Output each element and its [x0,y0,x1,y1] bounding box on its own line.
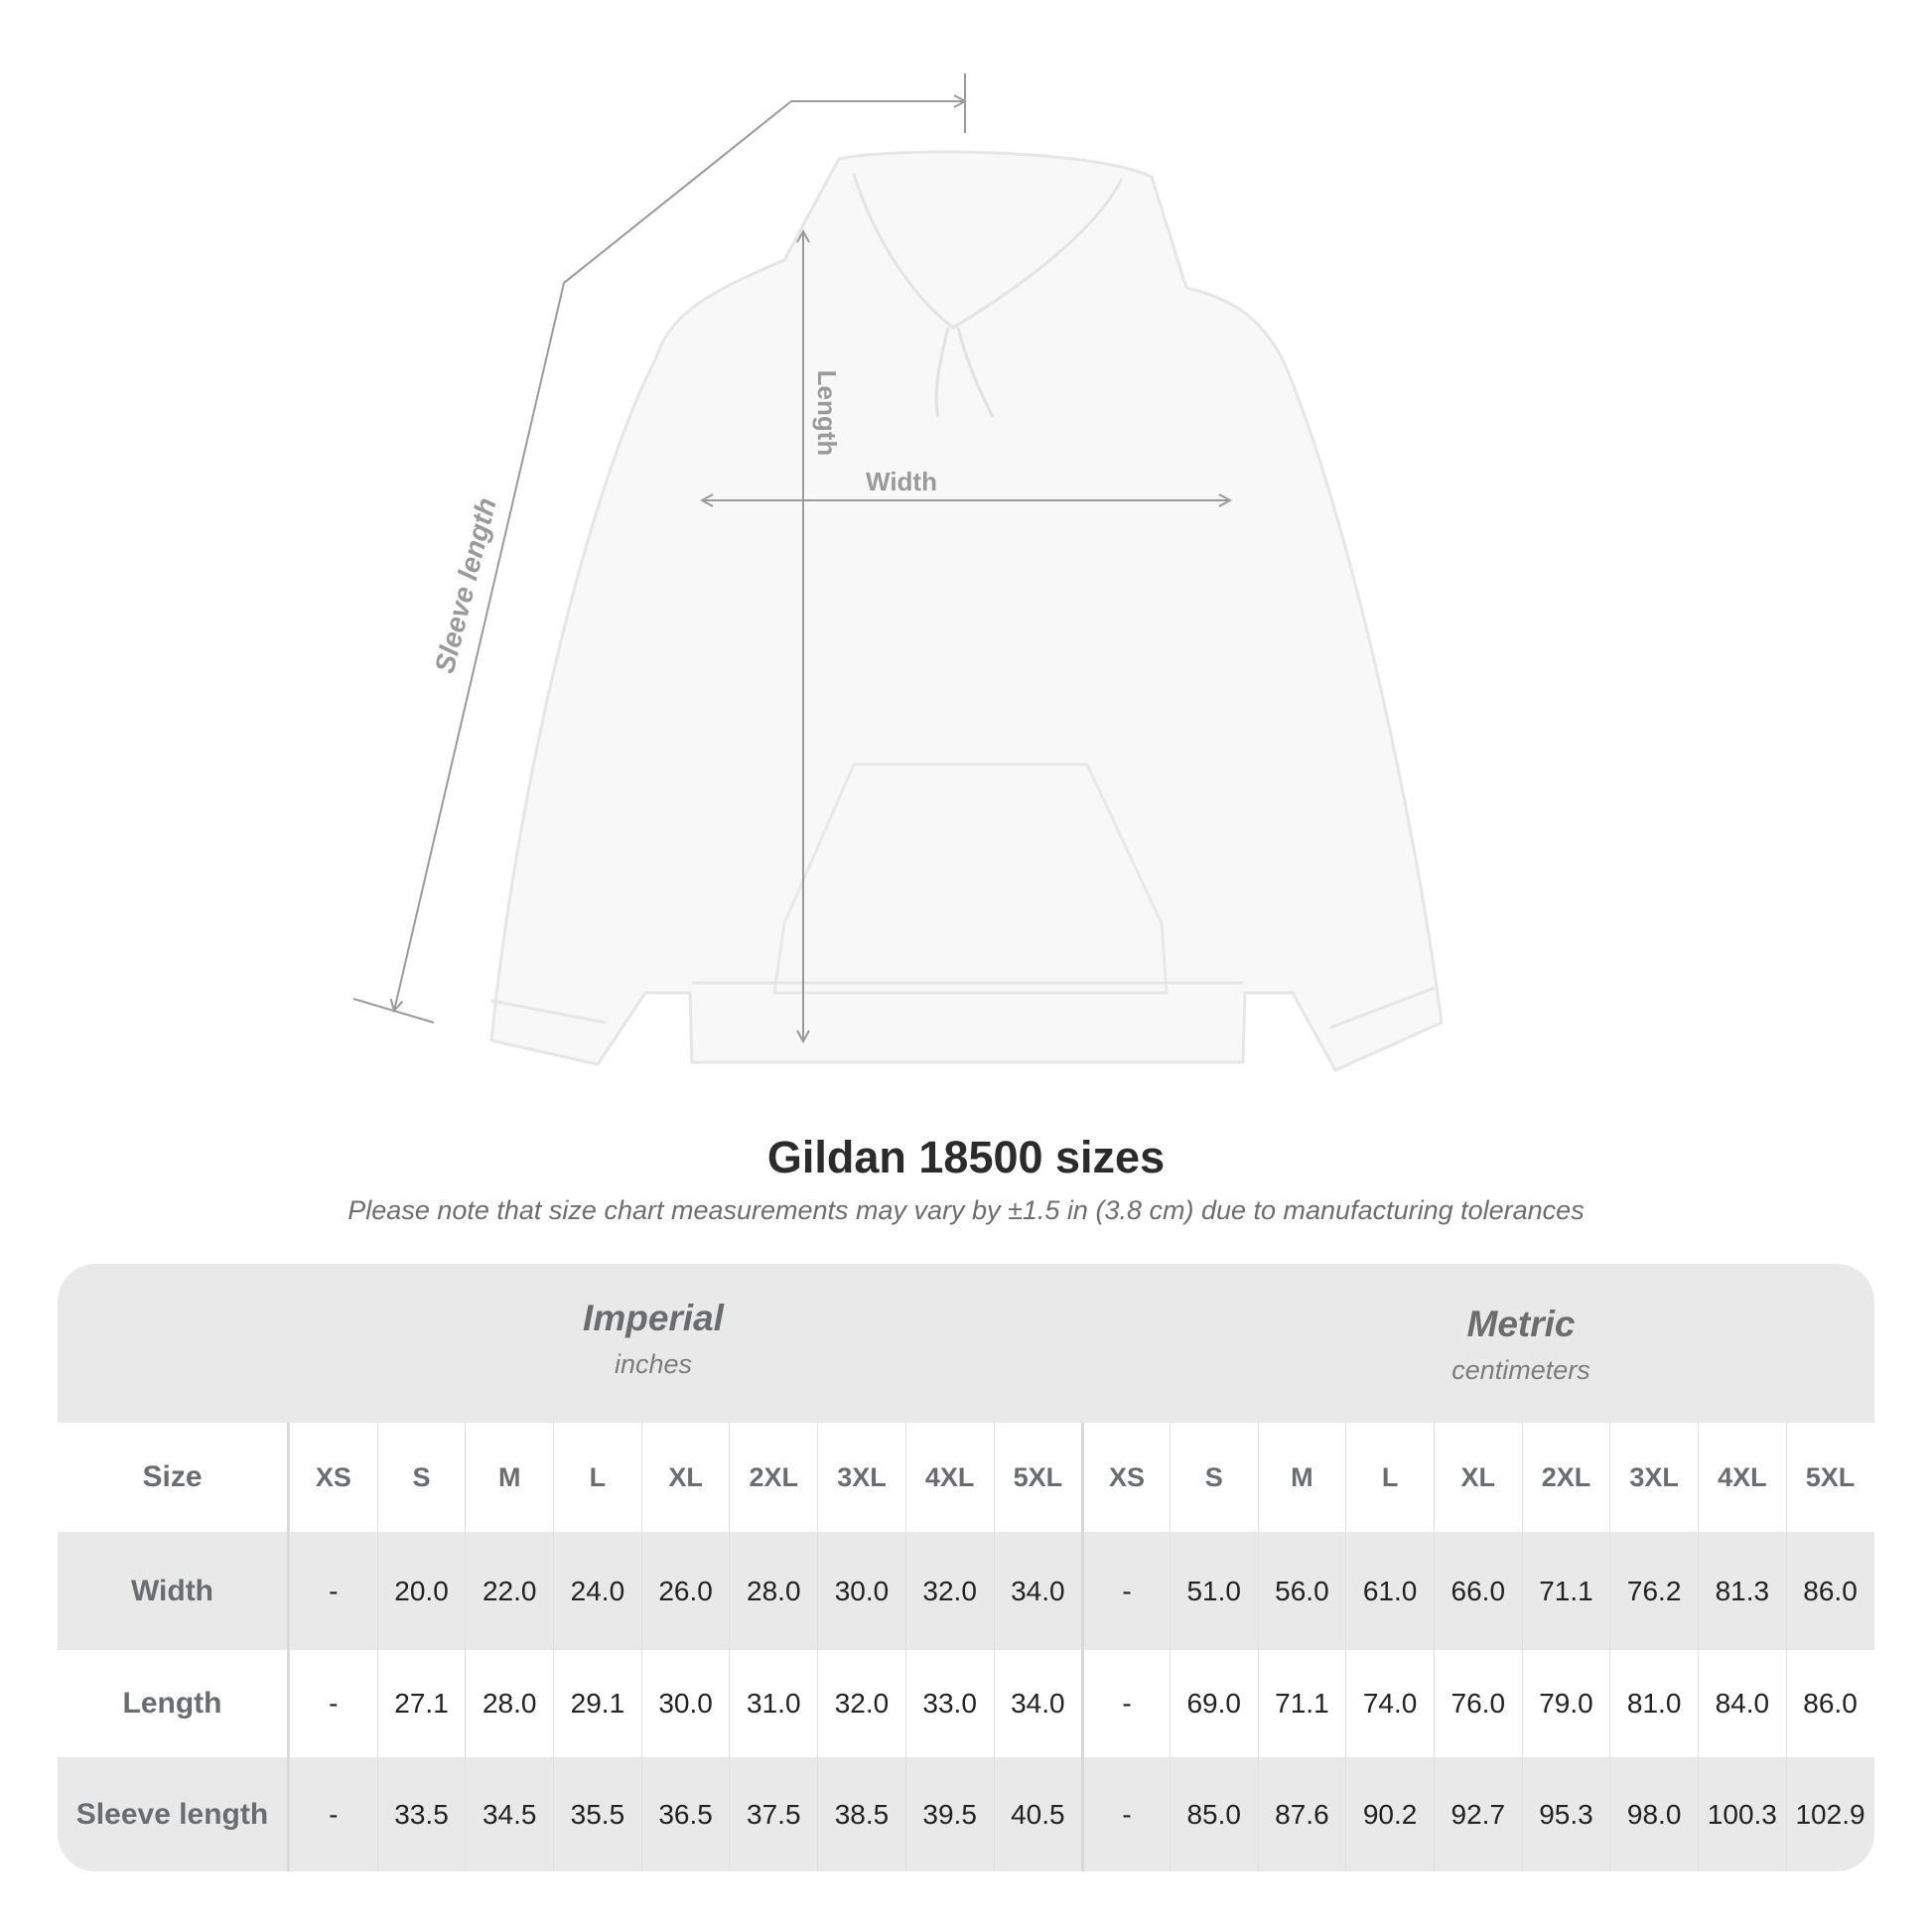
size-header-cell: S [1169,1423,1258,1532]
value-cell: - [289,1757,377,1871]
size-table: Imperial inches Metric centimeters Size X… [58,1264,1874,1871]
value-cell: 37.5 [729,1757,817,1871]
value-cell: 79.0 [1521,1650,1610,1757]
value-cell: 38.5 [817,1757,905,1871]
metric-unit: centimeters [1451,1355,1590,1385]
tolerance-note: Please note that size chart measurements… [347,1195,1585,1225]
value-cell: 92.7 [1433,1757,1522,1871]
value-cell: 86.0 [1785,1650,1874,1757]
value-cell: 81.3 [1698,1532,1786,1650]
hoodie-image [489,150,1444,1072]
imperial-unit: inches [614,1349,693,1379]
size-header-cell: L [1345,1423,1434,1532]
value-cell: 76.2 [1609,1532,1698,1650]
value-cell: 76.0 [1433,1650,1522,1757]
value-cell: 90.2 [1345,1757,1434,1871]
value-cell: - [289,1650,377,1757]
size-header-cell: 4XL [904,1423,994,1532]
value-cell: 39.5 [904,1757,994,1871]
value-cell: 32.0 [817,1650,905,1757]
table-row: Length -27.1 28.0 29.1 30.0 31.0 32.0 33.0 34.0-… [58,1650,1874,1757]
value-cell: 71.1 [1257,1650,1346,1757]
imperial-header: Imperial inches [306,1298,1001,1380]
size-header-cell: XS [1081,1423,1170,1532]
size-header-cell: L [553,1423,641,1532]
size-header-cell: 5XL [993,1423,1082,1532]
metric-header: Metric centimeters [1173,1304,1868,1386]
value-cell: 31.0 [729,1650,817,1757]
value-cell: 51.0 [1169,1532,1258,1650]
value-cell: 35.5 [553,1757,641,1871]
value-cell: 28.0 [729,1532,817,1650]
imperial-title: Imperial [583,1298,724,1338]
value-cell: 87.6 [1257,1757,1346,1871]
page-title: Gildan 18500 sizes [766,1132,1166,1182]
size-header-row: Size XS S M L XL 2XL 3XL 4XL 5XL XS S M L XL 2XL 3XL 4XL 5… [58,1423,1874,1532]
value-cell: 28.0 [465,1650,553,1757]
value-cell: - [1081,1532,1170,1650]
size-header-cell: XS [289,1423,377,1532]
table-row: Width -20.0 22.0 24.0 26.0 28.0 30.0 32.0 34.0-5… [58,1532,1874,1650]
value-cell: 29.1 [553,1650,641,1757]
value-cell: 34.0 [993,1650,1082,1757]
value-cell: 34.5 [465,1757,553,1871]
value-cell: 81.0 [1609,1650,1698,1757]
width-label: Width [866,467,937,496]
hoodie-measurement-diagram: Sleeve length Length Width [352,73,1444,1072]
value-cell: 32.0 [904,1532,994,1650]
value-cell: 61.0 [1345,1532,1434,1650]
value-cell: 74.0 [1345,1650,1434,1757]
size-header-cell: M [1257,1423,1346,1532]
unit-header: Imperial inches Metric centimeters [58,1264,1874,1423]
size-header-cell: XL [640,1423,730,1532]
value-cell: 24.0 [553,1532,641,1650]
value-cell: 98.0 [1609,1757,1698,1871]
length-label: Length [812,370,842,457]
size-header-cell: 2XL [729,1423,817,1532]
row-label: Size [58,1423,289,1532]
value-cell: 30.0 [817,1532,905,1650]
row-label: Length [58,1650,289,1757]
value-cell: 100.3 [1698,1757,1786,1871]
value-cell: 22.0 [465,1532,553,1650]
value-cell: 102.9 [1785,1757,1874,1871]
size-header-cell: 5XL [1785,1423,1874,1532]
value-cell: 71.1 [1521,1532,1610,1650]
sleeve-length-label: Sleeve length [429,494,502,676]
value-cell: 33.5 [376,1757,466,1871]
value-cell: - [289,1532,377,1650]
value-cell: 30.0 [640,1650,730,1757]
size-header-cell: 2XL [1521,1423,1610,1532]
value-cell: 20.0 [376,1532,466,1650]
value-cell: 56.0 [1257,1532,1346,1650]
metric-title: Metric [1466,1304,1576,1344]
value-cell: 95.3 [1521,1757,1610,1871]
value-cell: 34.0 [993,1532,1082,1650]
size-header-cell: M [465,1423,553,1532]
value-cell: 85.0 [1169,1757,1258,1871]
size-header-cell: S [376,1423,466,1532]
value-cell: - [1081,1650,1170,1757]
value-cell: 84.0 [1698,1650,1786,1757]
value-cell: 27.1 [376,1650,466,1757]
size-header-cell: 3XL [1609,1423,1698,1532]
size-header-cell: XL [1433,1423,1522,1532]
table-row: Sleeve length -33.5 34.5 35.5 36.5 37.5 38.5 39… [58,1757,1874,1871]
measurement-lines [352,73,1230,1041]
value-cell: 69.0 [1169,1650,1258,1757]
value-cell: 40.5 [993,1757,1082,1871]
value-cell: - [1081,1757,1170,1871]
value-cell: 36.5 [640,1757,730,1871]
value-cell: 33.0 [904,1650,994,1757]
size-header-cell: 3XL [817,1423,905,1532]
value-cell: 66.0 [1433,1532,1522,1650]
value-cell: 86.0 [1785,1532,1874,1650]
row-label: Sleeve length [58,1757,289,1871]
size-header-cell: 4XL [1698,1423,1786,1532]
row-label: Width [58,1532,289,1650]
value-cell: 26.0 [640,1532,730,1650]
